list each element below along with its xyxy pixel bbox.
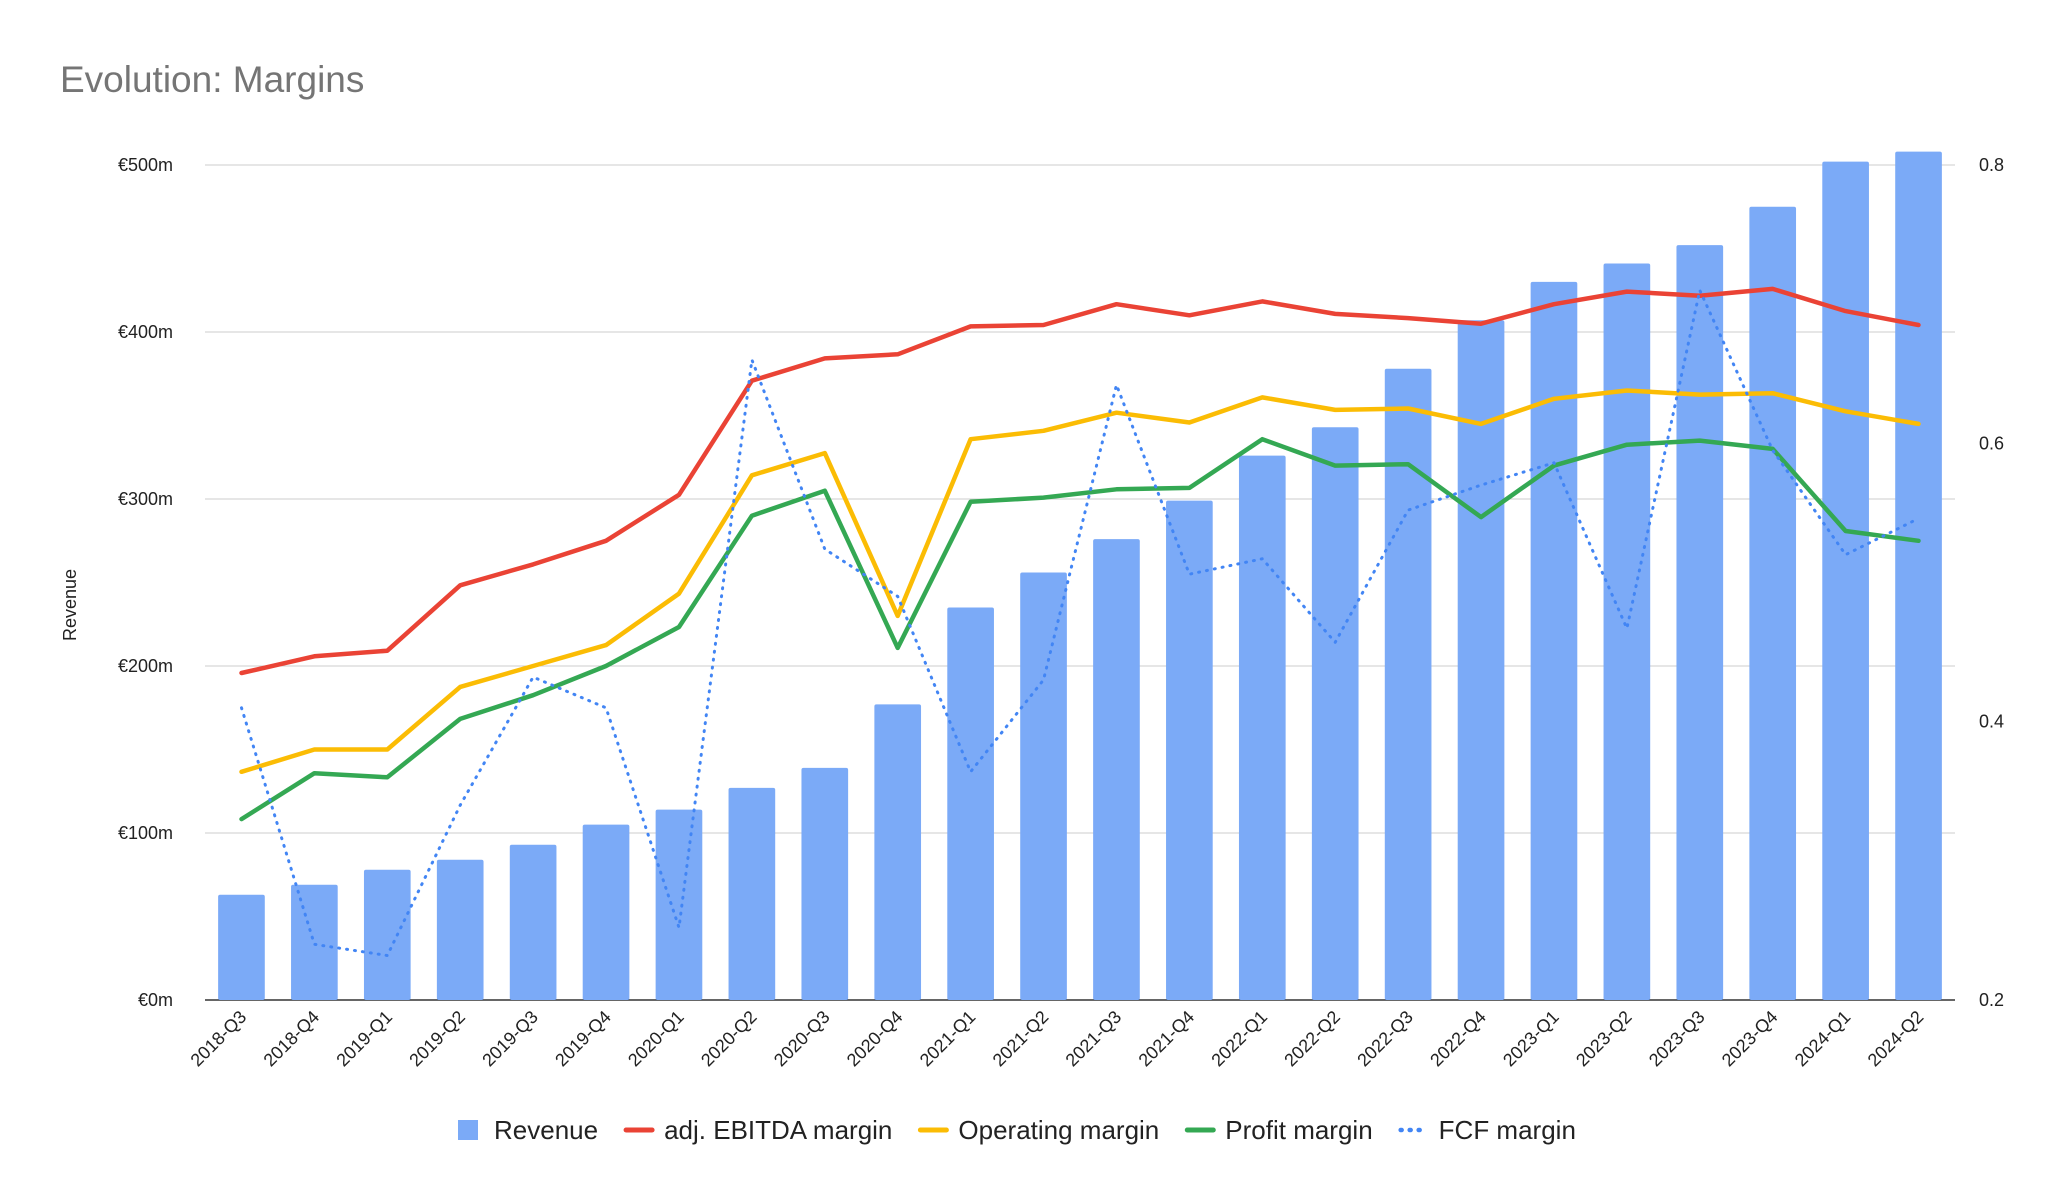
revenue-bar	[1676, 245, 1724, 1000]
x-tick-label: 2022-Q3	[1353, 1007, 1417, 1071]
revenue-bar	[1530, 281, 1578, 1000]
y2-tick-label: 0.6	[1979, 433, 2004, 453]
x-tick-label: 2018-Q3	[187, 1007, 251, 1071]
revenue-bar	[1384, 368, 1432, 1000]
x-tick-label: 2020-Q4	[843, 1007, 907, 1071]
y2-tick-label: 0.8	[1979, 155, 2004, 175]
x-tick-label: 2020-Q3	[770, 1007, 834, 1071]
revenue-bar	[1311, 427, 1359, 1000]
revenue-bar	[1093, 539, 1140, 1000]
right-axis-ticks: 0.2 0.4 0.6 0.8	[1979, 155, 2004, 1010]
legend-label: Profit margin	[1225, 1115, 1372, 1145]
legend-label: adj. EBITDA margin	[664, 1115, 892, 1145]
revenue-bar	[728, 787, 776, 1000]
gridlines	[205, 164, 1955, 1001]
revenue-bar	[1749, 206, 1797, 1000]
revenue-bar	[291, 884, 338, 1000]
x-tick-label: 2023-Q4	[1718, 1007, 1782, 1071]
x-tick-label: 2021-Q3	[1062, 1007, 1126, 1071]
y2-tick-label: 0.2	[1979, 990, 2004, 1010]
legend-label: FCF margin	[1439, 1115, 1576, 1145]
x-tick-label: 2019-Q4	[551, 1007, 615, 1071]
y-tick-label: €400m	[118, 322, 173, 342]
legend-label: Revenue	[494, 1115, 598, 1145]
x-tick-label: 2018-Q4	[260, 1007, 324, 1071]
revenue-bar	[509, 844, 557, 1000]
x-tick-label: 2021-Q2	[989, 1007, 1053, 1071]
legend: Revenue adj. EBITDA margin Operating margi…	[458, 1115, 1576, 1145]
legend-label: Operating margin	[958, 1115, 1159, 1145]
x-tick-label: 2019-Q3	[478, 1007, 542, 1071]
revenue-bar	[655, 809, 703, 1000]
chart-title: Evolution: Margins	[60, 59, 364, 100]
x-tick-label: 2023-Q2	[1572, 1007, 1636, 1071]
y-tick-label: €300m	[118, 489, 173, 509]
adj-ebitda-margin-line	[239, 286, 1921, 676]
x-tick-label: 2021-Q4	[1135, 1007, 1199, 1071]
left-axis-ticks: €0m €100m €200m €300m €400m €500m	[118, 155, 173, 1010]
x-tick-label: 2020-Q2	[697, 1007, 761, 1071]
revenue-bar	[582, 824, 630, 1000]
y-tick-label: €500m	[118, 155, 173, 175]
revenue-bar	[218, 894, 265, 1000]
revenue-bar	[1603, 263, 1651, 1000]
profit-margin-line	[239, 436, 1921, 822]
revenue-bar	[1895, 151, 1942, 1000]
y-axis-label: Revenue	[60, 569, 80, 641]
x-tick-label: 2024-Q1	[1791, 1007, 1855, 1071]
x-tick-label: 2019-Q1	[332, 1007, 396, 1071]
operating-margin-line	[239, 388, 1921, 775]
revenue-bar	[874, 704, 922, 1000]
revenue-bar	[363, 869, 411, 1000]
x-tick-label: 2022-Q4	[1426, 1007, 1490, 1071]
revenue-bar	[1238, 455, 1286, 1001]
revenue-bars	[218, 151, 1942, 1001]
x-tick-label: 2023-Q1	[1499, 1007, 1563, 1071]
revenue-bar	[1166, 500, 1213, 1000]
x-axis-ticks: 2018-Q3 2018-Q4 2019-Q1 2019-Q2 2019-Q3 2019-…	[187, 1007, 1928, 1071]
x-tick-label: 2019-Q2	[405, 1007, 469, 1071]
x-tick-label: 2023-Q3	[1645, 1007, 1709, 1071]
revenue-bar	[1020, 572, 1067, 1000]
y-tick-label: €0m	[138, 990, 173, 1010]
y-tick-label: €100m	[118, 823, 173, 843]
y2-tick-label: 0.4	[1979, 712, 2004, 732]
x-tick-label: 2021-Q1	[916, 1007, 980, 1071]
margin-lines	[239, 286, 1921, 957]
revenue-bar	[1822, 161, 1869, 1000]
x-tick-label: 2024-Q2	[1864, 1007, 1928, 1071]
x-tick-label: 2022-Q2	[1280, 1007, 1344, 1071]
y-tick-label: €200m	[118, 656, 173, 676]
legend-swatch-revenue	[458, 1120, 478, 1140]
revenue-bar	[947, 607, 994, 1000]
revenue-bar	[436, 859, 484, 1000]
x-tick-label: 2022-Q1	[1207, 1007, 1271, 1071]
revenue-bar	[801, 767, 849, 1000]
x-tick-label: 2020-Q1	[624, 1007, 688, 1071]
fcf-margin-line	[240, 288, 1920, 957]
